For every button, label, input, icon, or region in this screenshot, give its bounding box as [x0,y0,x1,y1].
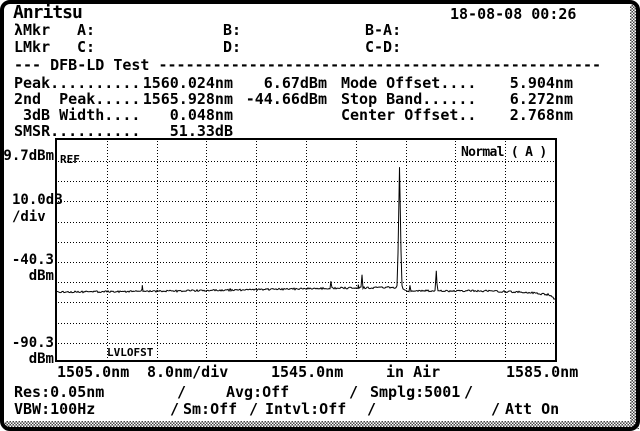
peak-wavelength: 1560.024nm [142,74,233,92]
datetime: 18-08-08 00:26 [450,5,577,23]
x-axis-center: 1545.0nm [271,363,344,381]
peak-label: Peak.......... [14,74,141,92]
marker-b-label: B: [223,21,242,39]
x-axis-stop: 1585.0nm [506,363,579,381]
peak-level: 6.67dBm [263,74,327,92]
status-separator: / [349,383,359,401]
stop-band-label: Stop Band...... [341,90,477,108]
marker-cd-label: C-D: [365,38,402,56]
y-axis-bottom-unit: dBm [28,351,54,367]
spectrum-trace [57,141,555,359]
status-separator: / [367,400,377,418]
trace-line [57,167,555,300]
brand-logo: Anritsu [13,2,83,23]
center-offset-label: Center Offset.. [341,106,477,124]
level-offset-label: LVLOFST [107,346,154,359]
width-3db-value: 0.048nm [169,106,233,124]
y-axis-ref-level: 9.7dBm [3,148,54,164]
status-interval: Intvl:Off [265,400,347,418]
test-section-title: --- DFB-LD Test ------------------------… [14,56,601,74]
y-axis-bottom-value: -90.3 [11,335,54,351]
marker-ba-label: B-A: [365,21,402,39]
x-axis-medium: in Air [386,363,441,381]
stop-band-value: 6.272nm [509,90,573,108]
marker-a-label: A: [77,21,96,39]
width-3db-label: 3dB Width.... [23,106,141,124]
x-axis-start: 1505.0nm [57,363,130,381]
smsr-label: SMSR.......... [14,122,141,140]
status-smoothing: Sm:Off [183,400,238,418]
trace-mode-label: Normal ( A ) [461,145,547,160]
x-axis-per-div: 8.0nm/div [147,363,229,381]
second-peak-wavelength: 1565.928nm [142,90,233,108]
mode-offset-value: 5.904nm [509,74,573,92]
status-resolution: Res:0.05nm [14,383,105,401]
spectrum-plot: REF LVLOFST Normal ( A ) [55,138,557,362]
status-averaging: Avg:Off [226,383,290,401]
y-axis-mid-value: -40.3 [11,252,54,268]
status-vbw: VBW:100Hz [14,400,96,418]
bezel-hatch-right [630,5,639,429]
status-separator: / [177,383,187,401]
status-sampling: Smplg:5001 [370,383,461,401]
mode-offset-label: Mode Offset.... [341,74,477,92]
smsr-value: 51.33dB [169,122,233,140]
lambda-marker-label: λMkr [14,21,51,39]
y-axis-scale-unit: /div [12,209,46,225]
status-separator: / [249,400,259,418]
marker-c-label: C: [77,38,96,56]
level-marker-label: LMkr [14,38,51,56]
second-peak-level: -44.66dBm [245,90,327,108]
status-separator: / [170,400,180,418]
status-attenuator: Att On [505,400,560,418]
y-axis-scale: 10.0dB [12,192,63,208]
y-axis-mid-unit: dBm [28,268,54,284]
status-separator: / [464,383,474,401]
marker-d-label: D: [223,38,242,56]
status-separator: / [491,400,501,418]
second-peak-label: 2nd Peak..... [14,90,141,108]
bezel-hatch-bottom [5,421,635,430]
center-offset-value: 2.768nm [509,106,573,124]
ref-line-label: REF [60,153,80,166]
